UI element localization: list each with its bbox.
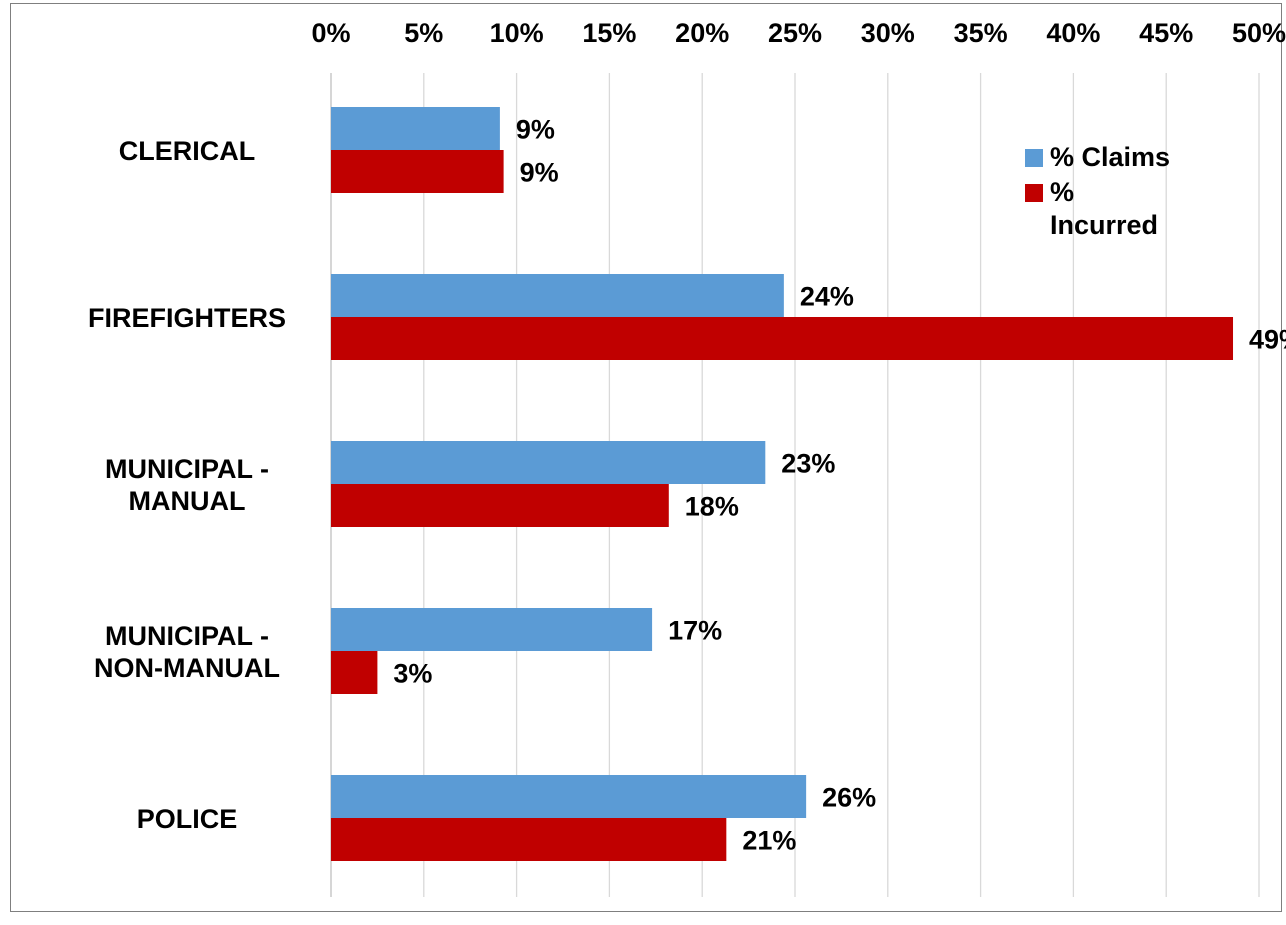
x-tick-label: 5% xyxy=(404,18,443,48)
legend-swatch-incurred xyxy=(1025,184,1043,202)
legend-swatch-claims xyxy=(1025,149,1043,167)
category-label: MUNICIPAL - xyxy=(105,621,269,651)
bar-claims xyxy=(331,775,807,818)
legend-label: % xyxy=(1050,177,1074,207)
category-label: MUNICIPAL - xyxy=(105,454,269,484)
legend: % Claims%Incurred xyxy=(1025,142,1170,240)
x-tick-label: 35% xyxy=(954,18,1008,48)
bar-incurred xyxy=(331,150,504,193)
data-label: 9% xyxy=(516,115,555,145)
category-label: MANUAL xyxy=(129,486,246,516)
data-label: 24% xyxy=(800,282,854,312)
category-label: POLICE xyxy=(137,804,238,834)
x-axis-ticks: 0% 5% 10% 15% 20% 25% 30% 35% 40% 45% 50% xyxy=(311,18,1286,48)
bar-claims xyxy=(331,107,500,150)
data-label: 26% xyxy=(822,783,876,813)
bars xyxy=(331,107,1234,861)
data-labels: 9% 24% 23% 17% 26% 9% 49% 18% 3% 21% xyxy=(393,115,1286,856)
x-tick-label: 30% xyxy=(861,18,915,48)
legend-label: % Claims xyxy=(1050,142,1170,172)
x-tick-label: 0% xyxy=(311,18,350,48)
gridlines xyxy=(330,73,1260,897)
category-label: NON-MANUAL xyxy=(94,653,280,683)
bar-claims xyxy=(331,441,766,484)
bar-claims xyxy=(331,274,784,317)
bar-incurred xyxy=(331,317,1234,360)
legend-label: Incurred xyxy=(1050,210,1158,240)
x-tick-label: 50% xyxy=(1232,18,1286,48)
bar-incurred xyxy=(331,818,727,861)
data-label: 3% xyxy=(393,659,432,689)
data-label: 23% xyxy=(781,449,835,479)
data-label: 49% xyxy=(1249,325,1286,355)
x-tick-label: 10% xyxy=(490,18,544,48)
bar-incurred xyxy=(331,651,378,694)
category-label: FIREFIGHTERS xyxy=(88,303,286,333)
bar-claims xyxy=(331,608,653,651)
x-tick-label: 20% xyxy=(675,18,729,48)
bar-incurred xyxy=(331,484,669,527)
data-label: 9% xyxy=(520,158,559,188)
x-tick-label: 45% xyxy=(1139,18,1193,48)
data-label: 21% xyxy=(742,826,796,856)
data-label: 18% xyxy=(685,492,739,522)
data-label: 17% xyxy=(668,616,722,646)
x-tick-label: 25% xyxy=(768,18,822,48)
x-tick-label: 40% xyxy=(1046,18,1100,48)
x-tick-label: 15% xyxy=(582,18,636,48)
category-label: CLERICAL xyxy=(119,136,256,166)
